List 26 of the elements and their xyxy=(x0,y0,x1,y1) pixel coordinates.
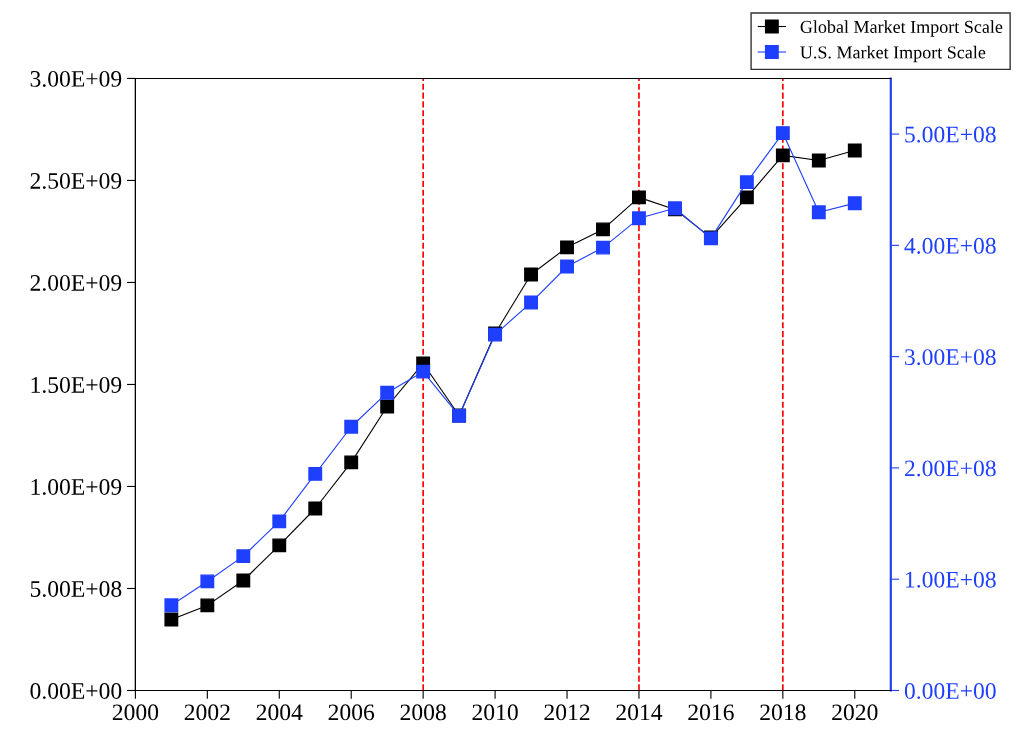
x-tick-label: 2018 xyxy=(760,704,806,721)
x-tick-label: 2004 xyxy=(256,704,303,721)
y2-tick-label: 2.00E+08 xyxy=(904,460,996,477)
y2-tick-label: 3.00E+08 xyxy=(905,349,996,366)
x-tick-label: 2000 xyxy=(112,704,159,721)
x-tick-label: 2010 xyxy=(472,704,518,721)
y2-tick-label: 1.00E+08 xyxy=(906,571,996,588)
x-tick-label: 2012 xyxy=(544,704,590,721)
y2-tick-label: 5.00E+08 xyxy=(905,126,996,143)
y2-tick-label: 4.00E+08 xyxy=(904,237,996,254)
legend-label: U.S. Market Import Scale xyxy=(800,45,986,63)
x-tick-label: 2002 xyxy=(184,704,230,721)
y-tick-label: 1.50E+09 xyxy=(31,376,122,393)
x-tick-label: 2014 xyxy=(616,704,663,721)
x-tick-label: 2020 xyxy=(832,704,878,721)
legend-label: Global Market Import Scale xyxy=(800,20,1003,37)
y-tick-label: 2.00E+09 xyxy=(30,274,122,291)
x-tick-label: 2016 xyxy=(688,704,734,721)
y2-tick-label: 0.00E+00 xyxy=(904,682,996,700)
y-tick-label: 5.00E+08 xyxy=(30,580,122,597)
x-tick-label: 2006 xyxy=(328,704,375,721)
y-tick-label: 2.50E+09 xyxy=(30,172,122,189)
y-tick-label: 1.00E+09 xyxy=(31,478,122,495)
y-tick-label: 0.00E+00 xyxy=(30,682,122,700)
x-tick-label: 2008 xyxy=(400,704,446,721)
y-tick-label: 3.00E+09 xyxy=(30,70,122,87)
